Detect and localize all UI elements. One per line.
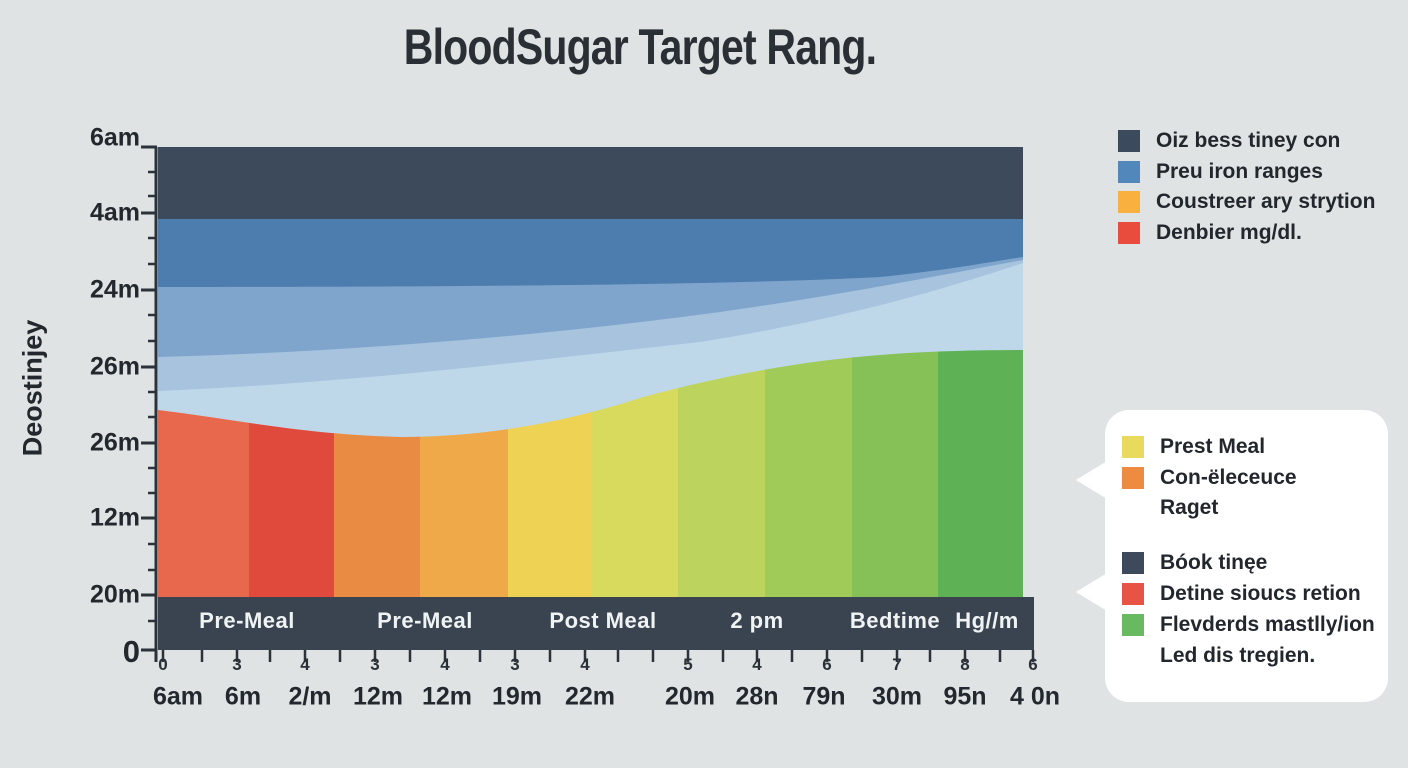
y-axis-title: Deostinjey <box>17 319 48 457</box>
legend-label: Flevderds mastlly/ion <box>1160 613 1375 636</box>
callout-legend-box <box>1105 410 1388 702</box>
x-axis-label: 79n <box>802 682 846 711</box>
x-tick-number: 4 <box>300 655 310 674</box>
segment-label: Pre-Meal <box>199 608 295 633</box>
legend-swatch <box>1122 552 1144 574</box>
y-axis-label: 6am <box>89 123 140 152</box>
y-axis-label: 26m <box>89 352 140 381</box>
legend-item: Preu iron ranges <box>1118 160 1323 184</box>
x-tick-number: 3 <box>232 655 242 674</box>
legend-item: Bóok tinęe <box>1122 551 1267 575</box>
legend-swatch <box>1122 467 1144 489</box>
legend-item: Con-ëleceuce <box>1122 466 1297 490</box>
x-tick-number: 4 <box>580 655 590 674</box>
y-axis-label: 12m <box>89 503 140 532</box>
legend-item: Led dis tregien. <box>1122 644 1315 668</box>
segment-label: Hg//m <box>955 608 1019 633</box>
x-axis-label: 95n <box>943 682 987 711</box>
x-tick-number: 3 <box>370 655 380 674</box>
y-axis-label: 20m <box>89 580 140 609</box>
x-tick-number: 7 <box>892 655 902 674</box>
segment-label: Bedtime <box>849 608 941 633</box>
x-axis-label: 4 0n <box>1009 682 1061 711</box>
callout-pointer-icon <box>1076 461 1107 499</box>
segment-band <box>158 597 1034 650</box>
legend-item: Oiz bess tiney con <box>1118 129 1340 153</box>
x-axis-label: 12m <box>421 682 473 711</box>
legend-item: Prest Meal <box>1122 435 1265 459</box>
legend-label: Prest Meal <box>1160 435 1266 458</box>
x-axis-label: 30m <box>871 682 923 711</box>
page-title: BloodSugar Target Rang. <box>403 19 877 75</box>
legend-label: Coustreer ary strytion <box>1156 190 1376 213</box>
legend-item: Coustreer ary strytion <box>1118 190 1375 214</box>
y-axis-label: 26m <box>89 428 140 457</box>
segment-label: Post Meal <box>549 608 657 633</box>
band-top-dark <box>158 147 1023 219</box>
x-axis-label: 6m <box>224 682 262 711</box>
legend-item: Denbier mg/dl. <box>1118 221 1302 245</box>
x-axis-label: 20m <box>664 682 716 711</box>
legend-swatch <box>1118 222 1140 244</box>
segment-label: 2 pm <box>730 608 784 633</box>
y-axis-label: 0 <box>122 634 140 669</box>
legend-swatch <box>1122 614 1144 636</box>
x-axis-label: 28n <box>735 682 779 711</box>
x-axis-label: 6am <box>152 682 204 711</box>
x-axis-ticks <box>161 650 1035 662</box>
x-tick-number: 6 <box>1028 655 1038 674</box>
segment-label: Pre-Meal <box>377 608 473 633</box>
legend-item: Flevderds mastlly/ion <box>1122 613 1375 637</box>
x-axis-label: 19m <box>491 682 543 711</box>
legend-label: Denbier mg/dl. <box>1156 221 1302 244</box>
legend-swatch <box>1122 436 1144 458</box>
y-axis-label: 4am <box>89 198 140 227</box>
legend-swatch <box>1118 130 1140 152</box>
legend-swatch <box>1118 161 1140 183</box>
x-axis-label: 2/m <box>288 682 332 711</box>
x-tick-number: 0 <box>158 655 168 674</box>
legend-item: Raget <box>1122 496 1218 520</box>
legend-label: Oiz bess tiney con <box>1156 129 1341 152</box>
y-axis-minor-ticks <box>148 170 157 623</box>
x-tick-number: 4 <box>440 655 450 674</box>
x-axis-label: 22m <box>564 682 616 711</box>
legend-label: Bóok tinęe <box>1160 551 1268 574</box>
legend-label: Con-ëleceuce <box>1160 466 1297 489</box>
callout-pointer-icon <box>1076 573 1107 611</box>
legend-swatch <box>1122 583 1144 605</box>
legend-label: Detine sioucs retion <box>1160 582 1361 605</box>
y-axis-label: 24m <box>89 275 140 304</box>
x-tick-number: 5 <box>683 655 693 674</box>
x-axis-label: 12m <box>352 682 404 711</box>
x-tick-number: 3 <box>510 655 520 674</box>
legend-label: Raget <box>1160 496 1219 519</box>
y-axis-major-ticks <box>141 145 157 652</box>
legend-label: Led dis tregien. <box>1160 644 1316 667</box>
x-tick-number: 6 <box>822 655 832 674</box>
legend-swatch <box>1118 191 1140 213</box>
legend-label: Preu iron ranges <box>1156 160 1323 183</box>
x-tick-number: 4 <box>752 655 762 674</box>
legend-item: Detine sioucs retion <box>1122 582 1361 606</box>
x-tick-number: 8 <box>960 655 970 674</box>
